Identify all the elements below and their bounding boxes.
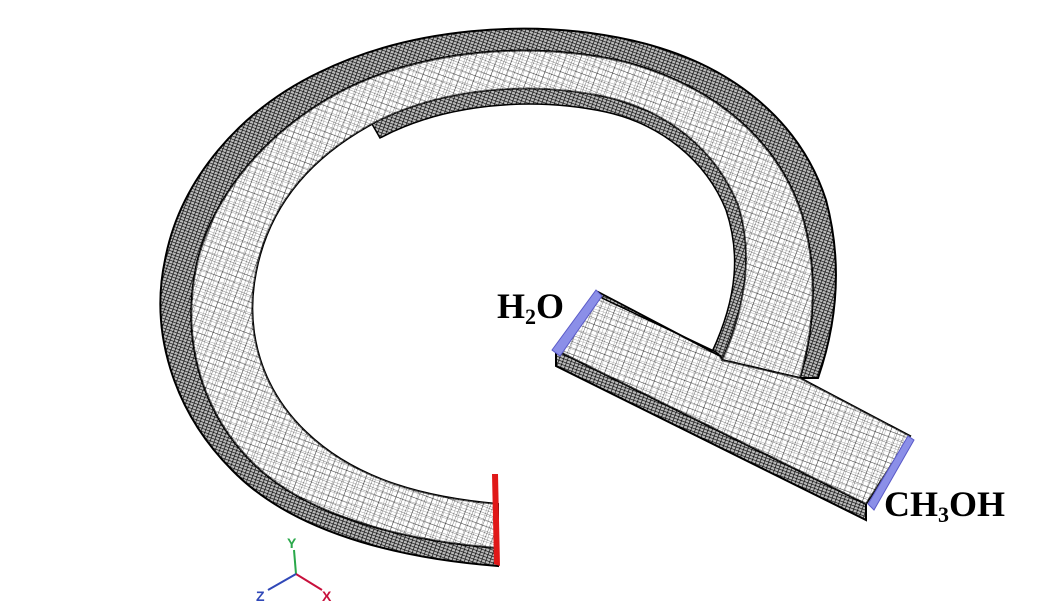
axis-z-line bbox=[267, 573, 297, 591]
methanol-label-suffix: OH bbox=[949, 484, 1006, 524]
axis-z-label: Z bbox=[256, 588, 265, 602]
axis-x-line bbox=[295, 573, 323, 591]
methanol-label-prefix: CH bbox=[884, 484, 938, 524]
axis-x-label: X bbox=[322, 588, 332, 602]
axis-triad: Y X Z bbox=[256, 535, 332, 602]
water-label-prefix: H bbox=[497, 286, 526, 326]
straight-channel bbox=[554, 290, 912, 522]
water-inlet-label: H2O bbox=[497, 286, 565, 328]
curved-channel bbox=[159, 27, 837, 568]
water-inlet-face bbox=[551, 289, 603, 357]
water-label-suffix: O bbox=[536, 286, 565, 326]
outlet-boundary-face bbox=[492, 474, 500, 566]
methanol-inlet-label: CH3OH bbox=[884, 484, 1006, 526]
methanol-label-subscript: 3 bbox=[938, 502, 949, 527]
water-label-subscript: 2 bbox=[525, 304, 537, 329]
straight-channel-mesh-overlay bbox=[556, 292, 910, 504]
methanol-inlet-face bbox=[867, 435, 915, 511]
axis-y-line bbox=[293, 549, 297, 575]
axis-y-label: Y bbox=[287, 535, 297, 551]
